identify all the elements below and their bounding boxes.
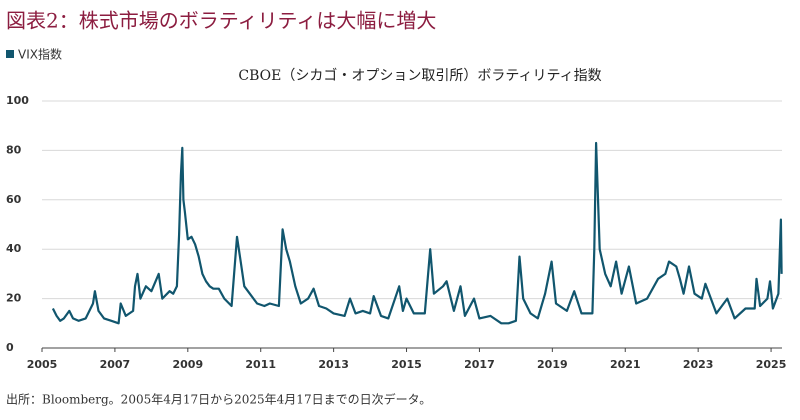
x-tick-label: 2013 (318, 358, 349, 371)
y-tick-label: 60 (6, 193, 22, 206)
x-tick-label: 2009 (173, 358, 204, 371)
data-line (51, 141, 783, 325)
x-tick-label: 2017 (464, 358, 495, 371)
y-tick-label: 100 (6, 94, 29, 107)
x-tick-label: 2019 (537, 358, 568, 371)
y-tick-label: 40 (6, 242, 22, 255)
x-tick-label: 2015 (391, 358, 422, 371)
legend-label: VIX指数 (18, 47, 62, 62)
x-tick-label: 2011 (245, 358, 276, 371)
legend-swatch (6, 50, 14, 58)
chart-title: CBOE（シカゴ・オプション取引所）ボラティリティ指数 (238, 67, 601, 84)
x-tick-label: 2021 (610, 358, 641, 371)
page-title: 図表2：株式市場のボラティリティは大幅に増大 (6, 9, 436, 33)
x-tick-label: 2005 (27, 358, 58, 371)
x-tick-label: 2007 (100, 358, 131, 371)
y-tick-label: 0 (6, 341, 14, 354)
x-tick-label: 2023 (683, 358, 714, 371)
y-tick-label: 20 (6, 292, 22, 305)
y-tick-label: 80 (6, 143, 22, 156)
source-note: 出所：Bloomberg。2005年4月17日から2025年4月17日までの日次… (6, 392, 431, 407)
x-tick-label: 2025 (756, 358, 787, 371)
